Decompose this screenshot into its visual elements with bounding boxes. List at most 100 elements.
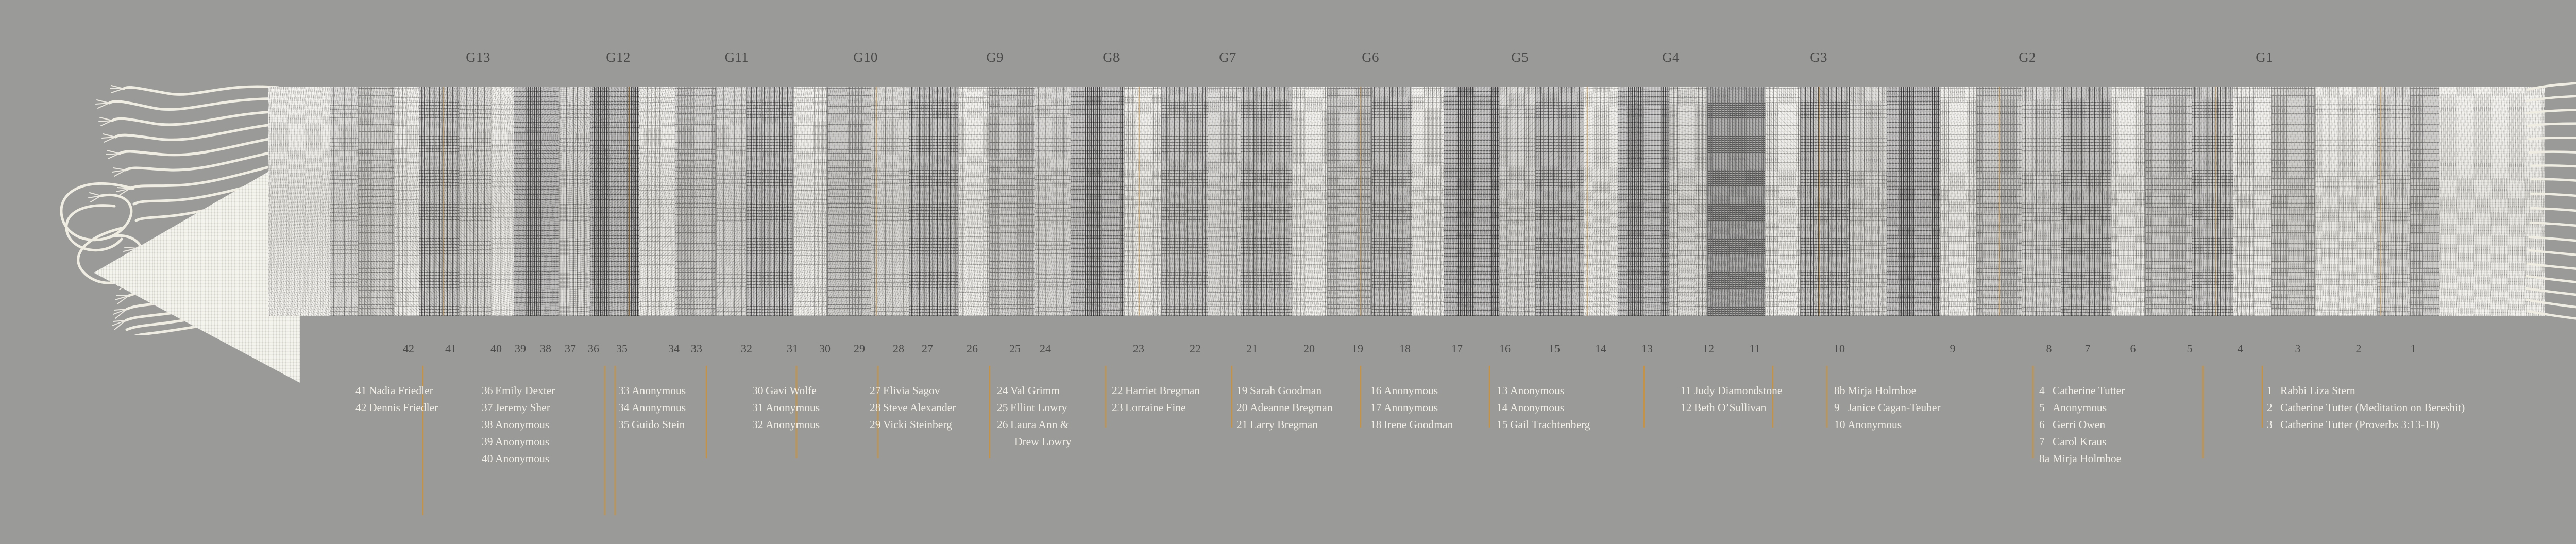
group-label-g3: G3: [1810, 49, 1827, 65]
weave-speckle: [1412, 87, 1444, 316]
weave-speckle: [2233, 87, 2271, 316]
weave-stripe: [1707, 87, 1765, 316]
weave-speckle: [2315, 87, 2377, 316]
credit-entry: 4 Catherine Tutter: [2039, 382, 2125, 399]
credit-number: 8b: [1834, 384, 1845, 397]
credit-name: Anonymous: [766, 418, 820, 431]
credit-number: 9: [1834, 401, 1840, 414]
group-label-g9: G9: [986, 49, 1004, 65]
weave-speckle: [590, 87, 639, 316]
credit-name: Mirja Holmboe: [1848, 384, 1917, 397]
gold-warp-thread: [1999, 87, 2000, 316]
ruler-tick-39: 39: [515, 342, 526, 355]
weave-stripe: [1940, 87, 1976, 316]
credit-name: Adeanne Bregman: [1250, 401, 1333, 414]
weave-speckle: [1535, 87, 1584, 316]
weave-stripe: [2377, 87, 2410, 316]
ruler-tick-17: 17: [1451, 342, 1463, 355]
gold-warp-thread: [2380, 87, 2381, 316]
weave-speckle: [459, 87, 491, 316]
weave-speckle: [827, 87, 871, 316]
weave-speckle: [1499, 87, 1535, 316]
ruler-tick-36: 36: [588, 342, 599, 355]
weave-stripe: [958, 87, 989, 316]
credit-number: 7: [2039, 435, 2045, 448]
weave-speckle: [1124, 87, 1161, 316]
credit-name: Jeremy Sher: [495, 401, 550, 414]
credit-column: 24 Val Grimm 25 Elliot Lowry 26 Laura Ann & Dr…: [997, 382, 1071, 450]
credit-number: 24: [997, 384, 1008, 397]
divider-line: [1772, 366, 1773, 428]
credit-entry: 26 Laura Ann &: [997, 416, 1071, 433]
credit-column: 33 Anonymous 34 Anonymous 35 Guido Stein: [618, 382, 686, 433]
weave-speckle: [909, 87, 958, 316]
group-label-g2: G2: [2019, 49, 2036, 65]
ruler-tick-38: 38: [540, 342, 551, 355]
ruler-tick-5: 5: [2187, 342, 2193, 355]
credit-entry: 25 Elliot Lowry: [997, 399, 1071, 416]
credit-entry: 34 Anonymous: [618, 399, 686, 416]
credit-number: 42: [355, 401, 367, 414]
weave-speckle: [989, 87, 1035, 316]
gold-warp-thread: [1139, 87, 1140, 316]
weave-stripe: [639, 87, 675, 316]
credit-name: Catherine Tutter: [2053, 384, 2125, 397]
weave-stripe: [1241, 87, 1292, 316]
credit-number: 18: [1370, 418, 1382, 431]
divider-line: [1489, 366, 1490, 428]
weave-stripe: [2315, 87, 2377, 316]
group-label-g12: G12: [606, 49, 631, 65]
credit-number: 15: [1497, 418, 1508, 431]
credit-entry: 40 Anonymous: [482, 450, 555, 467]
credit-entry: 2 Catherine Tutter (Meditation on Bereshi…: [2267, 399, 2465, 416]
ruler-tick-37: 37: [565, 342, 576, 355]
credit-entry: 13 Anonymous: [1497, 382, 1590, 399]
weave-speckle: [1371, 87, 1412, 316]
credit-number: 19: [1236, 384, 1248, 397]
credit-entry: 35 Guido Stein: [618, 416, 686, 433]
credit-number: 35: [618, 418, 630, 431]
credit-entry: 1 Rabbi Liza Stern: [2267, 382, 2465, 399]
credit-name: Anonymous: [1510, 384, 1565, 397]
credit-number: 31: [752, 401, 764, 414]
weave-stripe: [419, 87, 459, 316]
weave-speckle: [419, 87, 459, 316]
credit-name: Anonymous: [766, 401, 820, 414]
weave-stripe: [2111, 87, 2145, 316]
ruler-tick-18: 18: [1399, 342, 1411, 355]
weave-speckle: [1584, 87, 1618, 316]
credit-entry: 17 Anonymous: [1370, 399, 1453, 416]
ruler-tick-3: 3: [2295, 342, 2301, 355]
divider-line: [2202, 366, 2204, 458]
divider-line: [1360, 366, 1361, 428]
group-label-g6: G6: [1362, 49, 1379, 65]
weave-stripe: [1327, 87, 1371, 316]
weave-stripe: [358, 87, 394, 316]
credit-name: Gail Trachtenberg: [1510, 418, 1590, 431]
gold-warp-thread: [1819, 87, 1820, 316]
ruler-tick-2: 2: [2355, 342, 2362, 355]
credit-column: 27 Elivia Sagov 28 Steve Alexander 29 Vicki S…: [870, 382, 956, 433]
weave-speckle: [639, 87, 675, 316]
credit-number: 11: [1681, 384, 1691, 397]
divider-line: [422, 366, 423, 515]
credit-name: Vicki Steinberg: [883, 418, 952, 431]
weave-stripe: [268, 87, 330, 316]
credit-entry: 37 Jeremy Sher: [482, 399, 555, 416]
credit-number: 37: [482, 401, 493, 414]
weave-speckle: [793, 87, 827, 316]
credit-name: Irene Goodman: [1384, 418, 1453, 431]
gold-warp-thread: [876, 87, 877, 316]
ruler-tick-4: 4: [2237, 342, 2243, 355]
credit-entry: 6 Gerri Owen: [2039, 416, 2125, 433]
weave-stripe: [716, 87, 746, 316]
ruler-tick-12: 12: [1703, 342, 1714, 355]
ruler-tick-30: 30: [819, 342, 831, 355]
credit-number: 21: [1236, 418, 1248, 431]
weave-stripe: [330, 87, 358, 316]
weave-stripe: [2061, 87, 2111, 316]
credit-column: 8b Mirja Holmboe 9 Janice Cagan-Teuber 10 Ano…: [1834, 382, 1941, 433]
credit-name: Drew Lowry: [1014, 435, 1072, 448]
credit-name: Guido Stein: [632, 418, 685, 431]
